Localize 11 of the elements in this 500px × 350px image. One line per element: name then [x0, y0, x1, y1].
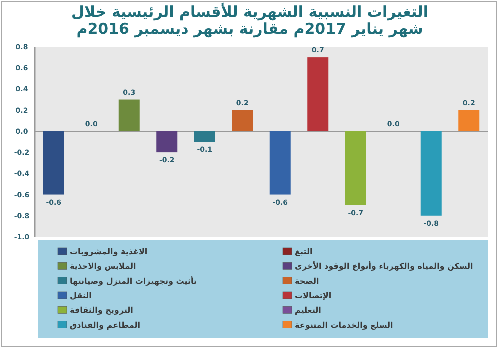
legend-label: المطاعم والفنادق [70, 320, 141, 330]
legend-label: السكن والمياه والكهرباء وأنواع الوقود الأخرى [295, 261, 474, 272]
legend-label: التعليم [295, 306, 322, 316]
legend-label: النقل [70, 292, 92, 300]
legend-label: الصحة [295, 276, 320, 286]
legend-label: الإتصالات [295, 292, 332, 300]
legend-label: تأثيث وتجهيزات المنزل وصيانتها [70, 276, 197, 286]
legend-label: الترويح والثقافة [70, 306, 134, 316]
legend-label: التبغ [295, 248, 313, 256]
legend-label: الملابس والاحذية [70, 262, 136, 272]
chart-title: التغيرات النسبية الشهرية للأقسام الرئيسية خلال شهر يناير 2017م مقارنة بشهر ديسمبر 2016م [70, 3, 430, 38]
